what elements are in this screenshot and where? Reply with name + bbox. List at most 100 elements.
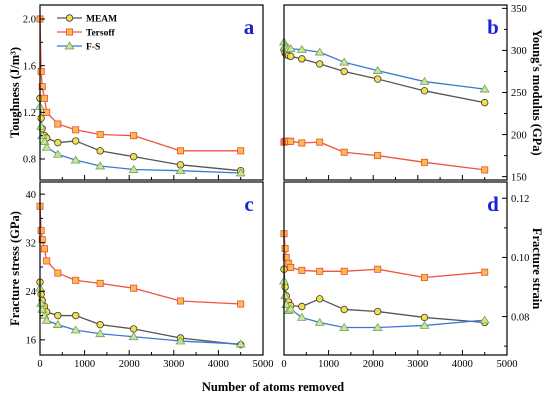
data-point-d-meam-8 [373, 307, 382, 316]
data-point-a-f-s-8 [128, 164, 139, 173]
series-line-a-meam [39, 98, 241, 172]
data-point-c-tersoff-4 [43, 257, 51, 265]
data-point-a-tersoff-5 [54, 120, 62, 128]
data-point-d-f-s-1 [280, 291, 291, 300]
ytick-label-d-2: 0.12 [511, 194, 529, 205]
data-point-a-f-s-9 [175, 166, 186, 174]
series-line-b-f-s [283, 41, 485, 90]
xtick-label-c-4: 4000 [208, 359, 229, 370]
data-point-d-meam-7 [340, 305, 348, 314]
data-point-b-f-s-9 [419, 76, 430, 85]
legend-item-tersoff: Tersoff [57, 28, 116, 38]
panel-d: 0.08 0.10 0.12 0 1000 2000 3000 4000 5000 Fractur… [278, 181, 544, 370]
data-point-c-f-s-8 [128, 332, 139, 341]
series-line-c-tersoff [39, 206, 241, 305]
data-point-b-meam-9 [420, 87, 429, 95]
xtick-label-c-0: 0 [37, 359, 42, 370]
ytick-label-b-2: 250 [511, 88, 527, 99]
legend-label-tersoff: Tersoff [86, 28, 116, 38]
data-point-b-f-s-10 [479, 84, 490, 93]
data-point-a-tersoff-10 [237, 147, 245, 155]
ytick-label-d-1: 0.10 [511, 253, 529, 264]
legend-item-meam: MEAM [57, 14, 117, 24]
data-point-b-meam-8 [373, 75, 382, 83]
data-point-b-meam-6 [315, 60, 324, 68]
data-point-d-f-s-7 [339, 322, 350, 331]
data-point-d-f-s-5 [296, 312, 307, 321]
data-point-d-f-s-6 [314, 317, 325, 326]
ytick-label-d-0: 0.08 [511, 312, 529, 323]
data-point-c-meam-1 [37, 290, 45, 298]
data-point-a-meam-7 [96, 147, 104, 155]
series-line-b-tersoff [283, 140, 485, 171]
xtick-label-d-5: 5000 [497, 359, 518, 370]
data-point-a-tersoff-1 [37, 68, 45, 76]
data-point-c-f-s-9 [175, 336, 186, 345]
data-point-b-meam-4 [286, 52, 295, 61]
data-point-d-meam-1 [281, 283, 289, 291]
ytick-label-a-0: 0.8 [23, 155, 36, 166]
data-point-a-meam-8 [129, 152, 138, 161]
panel-label-b: b [487, 15, 499, 39]
data-point-a-tersoff-6 [72, 126, 80, 134]
data-point-b-f-s-4 [285, 44, 296, 53]
data-point-d-f-s-9 [419, 320, 430, 329]
data-point-a-tersoff-2 [38, 83, 46, 91]
data-point-b-tersoff-4 [287, 137, 295, 145]
data-point-c-tersoff-3 [40, 245, 48, 253]
ytick-label-c-1: 24 [26, 287, 37, 298]
data-point-c-f-s-10 [235, 339, 246, 348]
xtick-label-d-0: 0 [281, 359, 286, 370]
series-line-a-tersoff [39, 18, 241, 152]
data-point-b-f-s-6 [314, 47, 325, 56]
panel-b: 150 200 250 300 350 Young's modulus (GPa) b [278, 4, 544, 183]
data-point-a-f-s-7 [95, 161, 106, 170]
data-point-d-tersoff-6 [316, 267, 324, 275]
data-point-c-f-s-7 [95, 329, 106, 338]
panel-label-d: d [487, 192, 499, 216]
ytick-label-c-0: 16 [26, 336, 37, 347]
series-line-b-meam [283, 49, 485, 104]
data-point-d-f-s-8 [372, 322, 383, 331]
plot-frame-a [39, 4, 264, 181]
data-point-c-meam-6 [71, 311, 80, 320]
data-point-a-meam-1 [37, 114, 45, 122]
data-point-c-tersoff-9 [176, 297, 184, 305]
data-point-c-meam-5 [54, 311, 62, 320]
data-point-c-tersoff-8 [130, 284, 138, 292]
data-point-a-f-s-5 [52, 149, 63, 158]
data-point-d-meam-9 [420, 313, 429, 322]
legend: MEAM Tersoff F-S [57, 14, 117, 52]
xtick-label-c-1: 1000 [74, 359, 95, 370]
xtick-label-d-3: 3000 [407, 359, 428, 370]
data-point-a-tersoff-9 [176, 147, 184, 155]
data-point-d-tersoff-9 [420, 274, 428, 282]
data-point-b-f-s-8 [372, 65, 383, 74]
data-point-c-f-s-5 [52, 319, 63, 328]
xtick-label-c-3: 3000 [163, 359, 184, 370]
xtick-label-d-2: 2000 [363, 359, 384, 370]
ytick-label-b-4: 350 [511, 4, 527, 15]
legend-label-meam: MEAM [86, 14, 117, 24]
x-axis-title: Number of atoms removed [202, 380, 344, 394]
legend-marker-tersoff [66, 28, 74, 36]
ytick-label-a-2: 1.6 [23, 61, 36, 72]
xtick-label-d-4: 4000 [452, 359, 473, 370]
data-point-c-f-s-6 [70, 325, 81, 334]
series-line-c-meam [39, 282, 241, 346]
series-line-a-f-s [39, 106, 241, 174]
data-point-d-meam-6 [315, 295, 324, 303]
data-point-a-tersoff-3 [40, 94, 48, 102]
data-point-c-tersoff-1 [37, 227, 45, 235]
data-point-c-meam-7 [96, 320, 104, 329]
y-axis-title-c: Fracture stress (GPa) [8, 211, 22, 326]
data-point-a-meam-5 [54, 138, 62, 147]
data-point-a-f-s-10 [235, 168, 246, 177]
data-point-c-tersoff-7 [96, 279, 104, 287]
data-point-a-f-s-1 [36, 121, 47, 130]
data-point-b-tersoff-5 [298, 139, 306, 147]
data-point-a-tersoff-8 [130, 132, 138, 140]
data-point-b-meam-10 [481, 98, 489, 107]
data-point-b-tersoff-10 [481, 166, 489, 174]
data-point-c-tersoff-5 [54, 269, 62, 277]
